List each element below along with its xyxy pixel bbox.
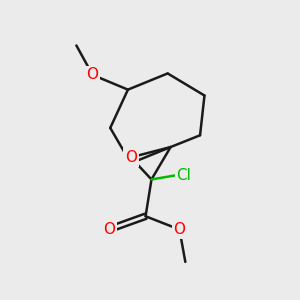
Text: O: O bbox=[173, 222, 185, 237]
Text: O: O bbox=[125, 150, 137, 165]
Text: O: O bbox=[103, 222, 115, 237]
Text: O: O bbox=[87, 68, 99, 82]
Text: Cl: Cl bbox=[176, 167, 191, 182]
